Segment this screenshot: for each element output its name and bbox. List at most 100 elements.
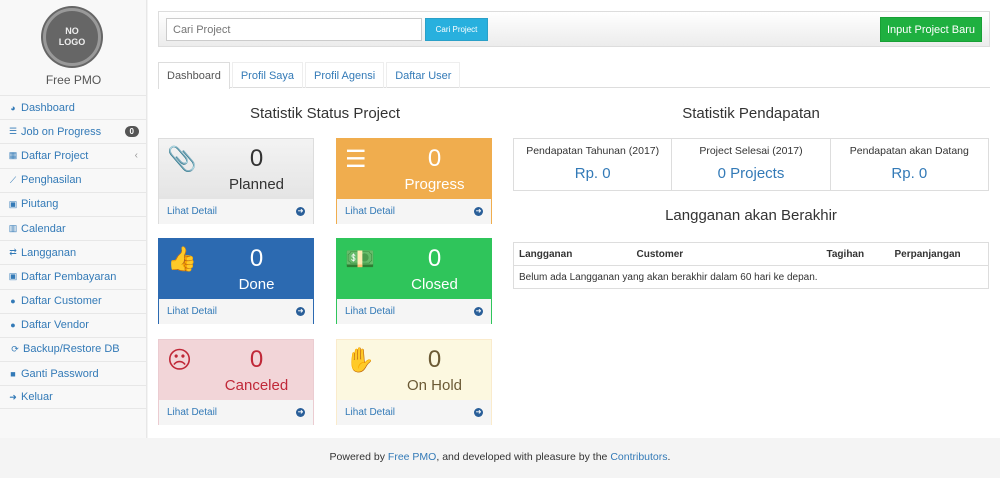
footer: Powered by Free PMO, and developed with …	[0, 438, 1000, 478]
stat-value: Rp. 0	[891, 165, 928, 182]
sidebar-item-label: Dashboard	[21, 101, 75, 114]
stat-value: 0 Projects	[717, 165, 785, 182]
footer-text: , and developed with pleasure by the	[436, 451, 611, 463]
free-pmo-link[interactable]: Free PMO	[387, 451, 437, 463]
sidebar-item-langganan[interactable]: ⇄ Langganan	[0, 240, 147, 264]
tasks-icon: ☰	[8, 126, 18, 137]
logo: NO LOGO	[43, 8, 101, 66]
tabs: Dashboard Profil Saya Profil Agensi Daft…	[158, 62, 990, 89]
sidebar-item-dashboard[interactable]: ◕ Dashboard	[0, 95, 147, 119]
tab-profil-saya[interactable]: Profil Saya	[231, 62, 304, 88]
sidebar-item-keluar[interactable]: ➜ Keluar	[0, 385, 147, 410]
sidebar-item-label: Job on Progress	[21, 125, 102, 138]
users-icon: ●	[10, 320, 16, 331]
sidebar-item-penghasilan[interactable]: ⟋ Penghasilan	[0, 167, 147, 192]
status-box-body: 👍 0 Done	[159, 239, 313, 299]
view-detail-link[interactable]: Lihat Detail ➜	[159, 199, 313, 224]
status-box-body: 💵 0 Closed	[337, 239, 491, 299]
stat-label: Pendapatan akan Datang	[849, 145, 969, 157]
sidebar-item-label: Backup/Restore DB	[23, 343, 120, 356]
sidebar-item-daftar-vendor[interactable]: ● Daftar Vendor	[0, 312, 147, 337]
sidebar-item-daftar-pembayaran[interactable]: ▣ Daftar Pembayaran	[0, 264, 147, 288]
tab-daftar-user[interactable]: Daftar User	[386, 62, 461, 88]
status-icon: 👍	[167, 246, 197, 273]
sidebar-item-backup-restore[interactable]: ⟳ Backup/Restore DB	[0, 336, 147, 361]
stat-value: Rp. 0	[574, 165, 611, 182]
money-icon: ▣	[8, 271, 18, 282]
status-label: Done	[238, 276, 275, 293]
status-box-body: ☰ 0 Progress	[337, 139, 491, 199]
new-project-button[interactable]: Input Project Baru	[880, 17, 982, 42]
sidebar-item-label: Ganti Password	[21, 367, 99, 380]
calendar-icon: ▥	[8, 223, 18, 234]
status-label: Closed	[411, 276, 458, 293]
main-content: Cari Project Input Project Baru Dashboar…	[148, 0, 1000, 438]
arrow-circle-right-icon: ➜	[474, 207, 483, 216]
tab-profil-agensi[interactable]: Profil Agensi	[305, 62, 385, 88]
status-icon: ☹	[167, 347, 193, 374]
view-detail-link[interactable]: Lihat Detail ➜	[159, 400, 313, 425]
search-button[interactable]: Cari Project	[425, 18, 488, 41]
retweet-icon: ⇄	[9, 247, 17, 258]
status-box: 💵 0 Closed Lihat Detail ➜	[336, 238, 492, 324]
status-label: Progress	[404, 176, 465, 193]
count-badge: 0	[124, 126, 139, 138]
view-detail-label: Lihat Detail	[345, 407, 396, 418]
column-header: Langganan	[513, 242, 632, 266]
sidebar-item-label: Daftar Customer	[21, 295, 102, 308]
refresh-icon: ⟳	[11, 343, 19, 354]
stat-projects-done: Project Selesai (2017) 0 Projects	[672, 139, 831, 190]
brand-name: Free PMO	[45, 73, 102, 87]
arrow-circle-right-icon: ➜	[296, 307, 305, 316]
view-detail-label: Lihat Detail	[167, 206, 218, 217]
table-header: Langganan Customer Tagihan Perpanjangan	[513, 242, 989, 266]
column-header: Perpanjangan	[889, 242, 989, 266]
sidebar-item-label: Langganan	[21, 246, 77, 259]
status-box: ✋ 0 On Hold Lihat Detail ➜	[336, 339, 492, 425]
sidebar-item-ganti-password[interactable]: ■ Ganti Password	[0, 361, 147, 385]
sidebar-item-label: Penghasilan	[21, 174, 82, 187]
contributors-link[interactable]: Contributors	[610, 451, 668, 463]
arrow-circle-right-icon: ➜	[474, 307, 483, 316]
sidebar-item-daftar-project[interactable]: ▦ Daftar Project ‹	[0, 143, 147, 167]
view-detail-link[interactable]: Lihat Detail ➜	[337, 199, 491, 224]
subscriptions-table: Langganan Customer Tagihan Perpanjangan …	[513, 242, 989, 289]
tab-dashboard[interactable]: Dashboard	[158, 62, 230, 89]
status-count: 0	[249, 145, 264, 172]
status-box: 👍 0 Done Lihat Detail ➜	[158, 238, 314, 324]
money-icon: ▣	[8, 198, 18, 209]
sidebar-item-job-on-progress[interactable]: ☰ Job on Progress 0	[0, 119, 147, 143]
status-icon: ✋	[345, 347, 375, 374]
status-count: 0	[249, 245, 264, 272]
table-row: Belum ada Langganan yang akan berakhir d…	[514, 266, 989, 289]
arrow-circle-right-icon: ➜	[296, 408, 305, 417]
status-box: ☹ 0 Canceled Lihat Detail ➜	[158, 339, 314, 425]
sidebar-item-label: Daftar Vendor	[21, 319, 89, 332]
column-header: Tagihan	[821, 242, 890, 266]
view-detail-link[interactable]: Lihat Detail ➜	[159, 299, 313, 324]
stat-label: Project Selesai (2017)	[699, 145, 803, 157]
status-box: ☰ 0 Progress Lihat Detail ➜	[336, 138, 492, 224]
sidebar-item-label: Daftar Pembayaran	[21, 270, 117, 283]
view-detail-label: Lihat Detail	[345, 206, 396, 217]
sidebar-item-label: Keluar	[21, 391, 53, 404]
view-detail-label: Lihat Detail	[345, 306, 396, 317]
toolbar: Cari Project Input Project Baru	[158, 11, 990, 47]
sidebar-menu: ◕ Dashboard ☰ Job on Progress 0 ▦ Daftar Pro…	[0, 95, 147, 410]
arrow-circle-right-icon: ➜	[296, 207, 305, 216]
status-box-body: ☹ 0 Canceled	[159, 340, 313, 400]
sidebar-item-daftar-customer[interactable]: ● Daftar Customer	[0, 288, 147, 313]
sidebar: NO LOGO Free PMO ◕ Dashboard ☰ Job on Prog…	[0, 0, 147, 438]
sidebar-item-calendar[interactable]: ▥ Calendar	[0, 215, 147, 240]
arrow-circle-right-icon: ➜	[474, 408, 483, 417]
status-icon: ☰	[345, 146, 367, 173]
stat-label: Pendapatan Tahunan (2017)	[526, 145, 660, 157]
search-input[interactable]	[166, 18, 422, 41]
view-detail-link[interactable]: Lihat Detail ➜	[337, 299, 491, 324]
footer-text: Powered by	[329, 451, 388, 463]
view-detail-link[interactable]: Lihat Detail ➜	[337, 400, 491, 425]
status-box-body: 📎 0 Planned	[159, 139, 313, 199]
sidebar-item-piutang[interactable]: ▣ Piutang	[0, 191, 147, 216]
stat-upcoming-income: Pendapatan akan Datang Rp. 0	[831, 139, 988, 190]
footer-text: .	[667, 451, 671, 463]
